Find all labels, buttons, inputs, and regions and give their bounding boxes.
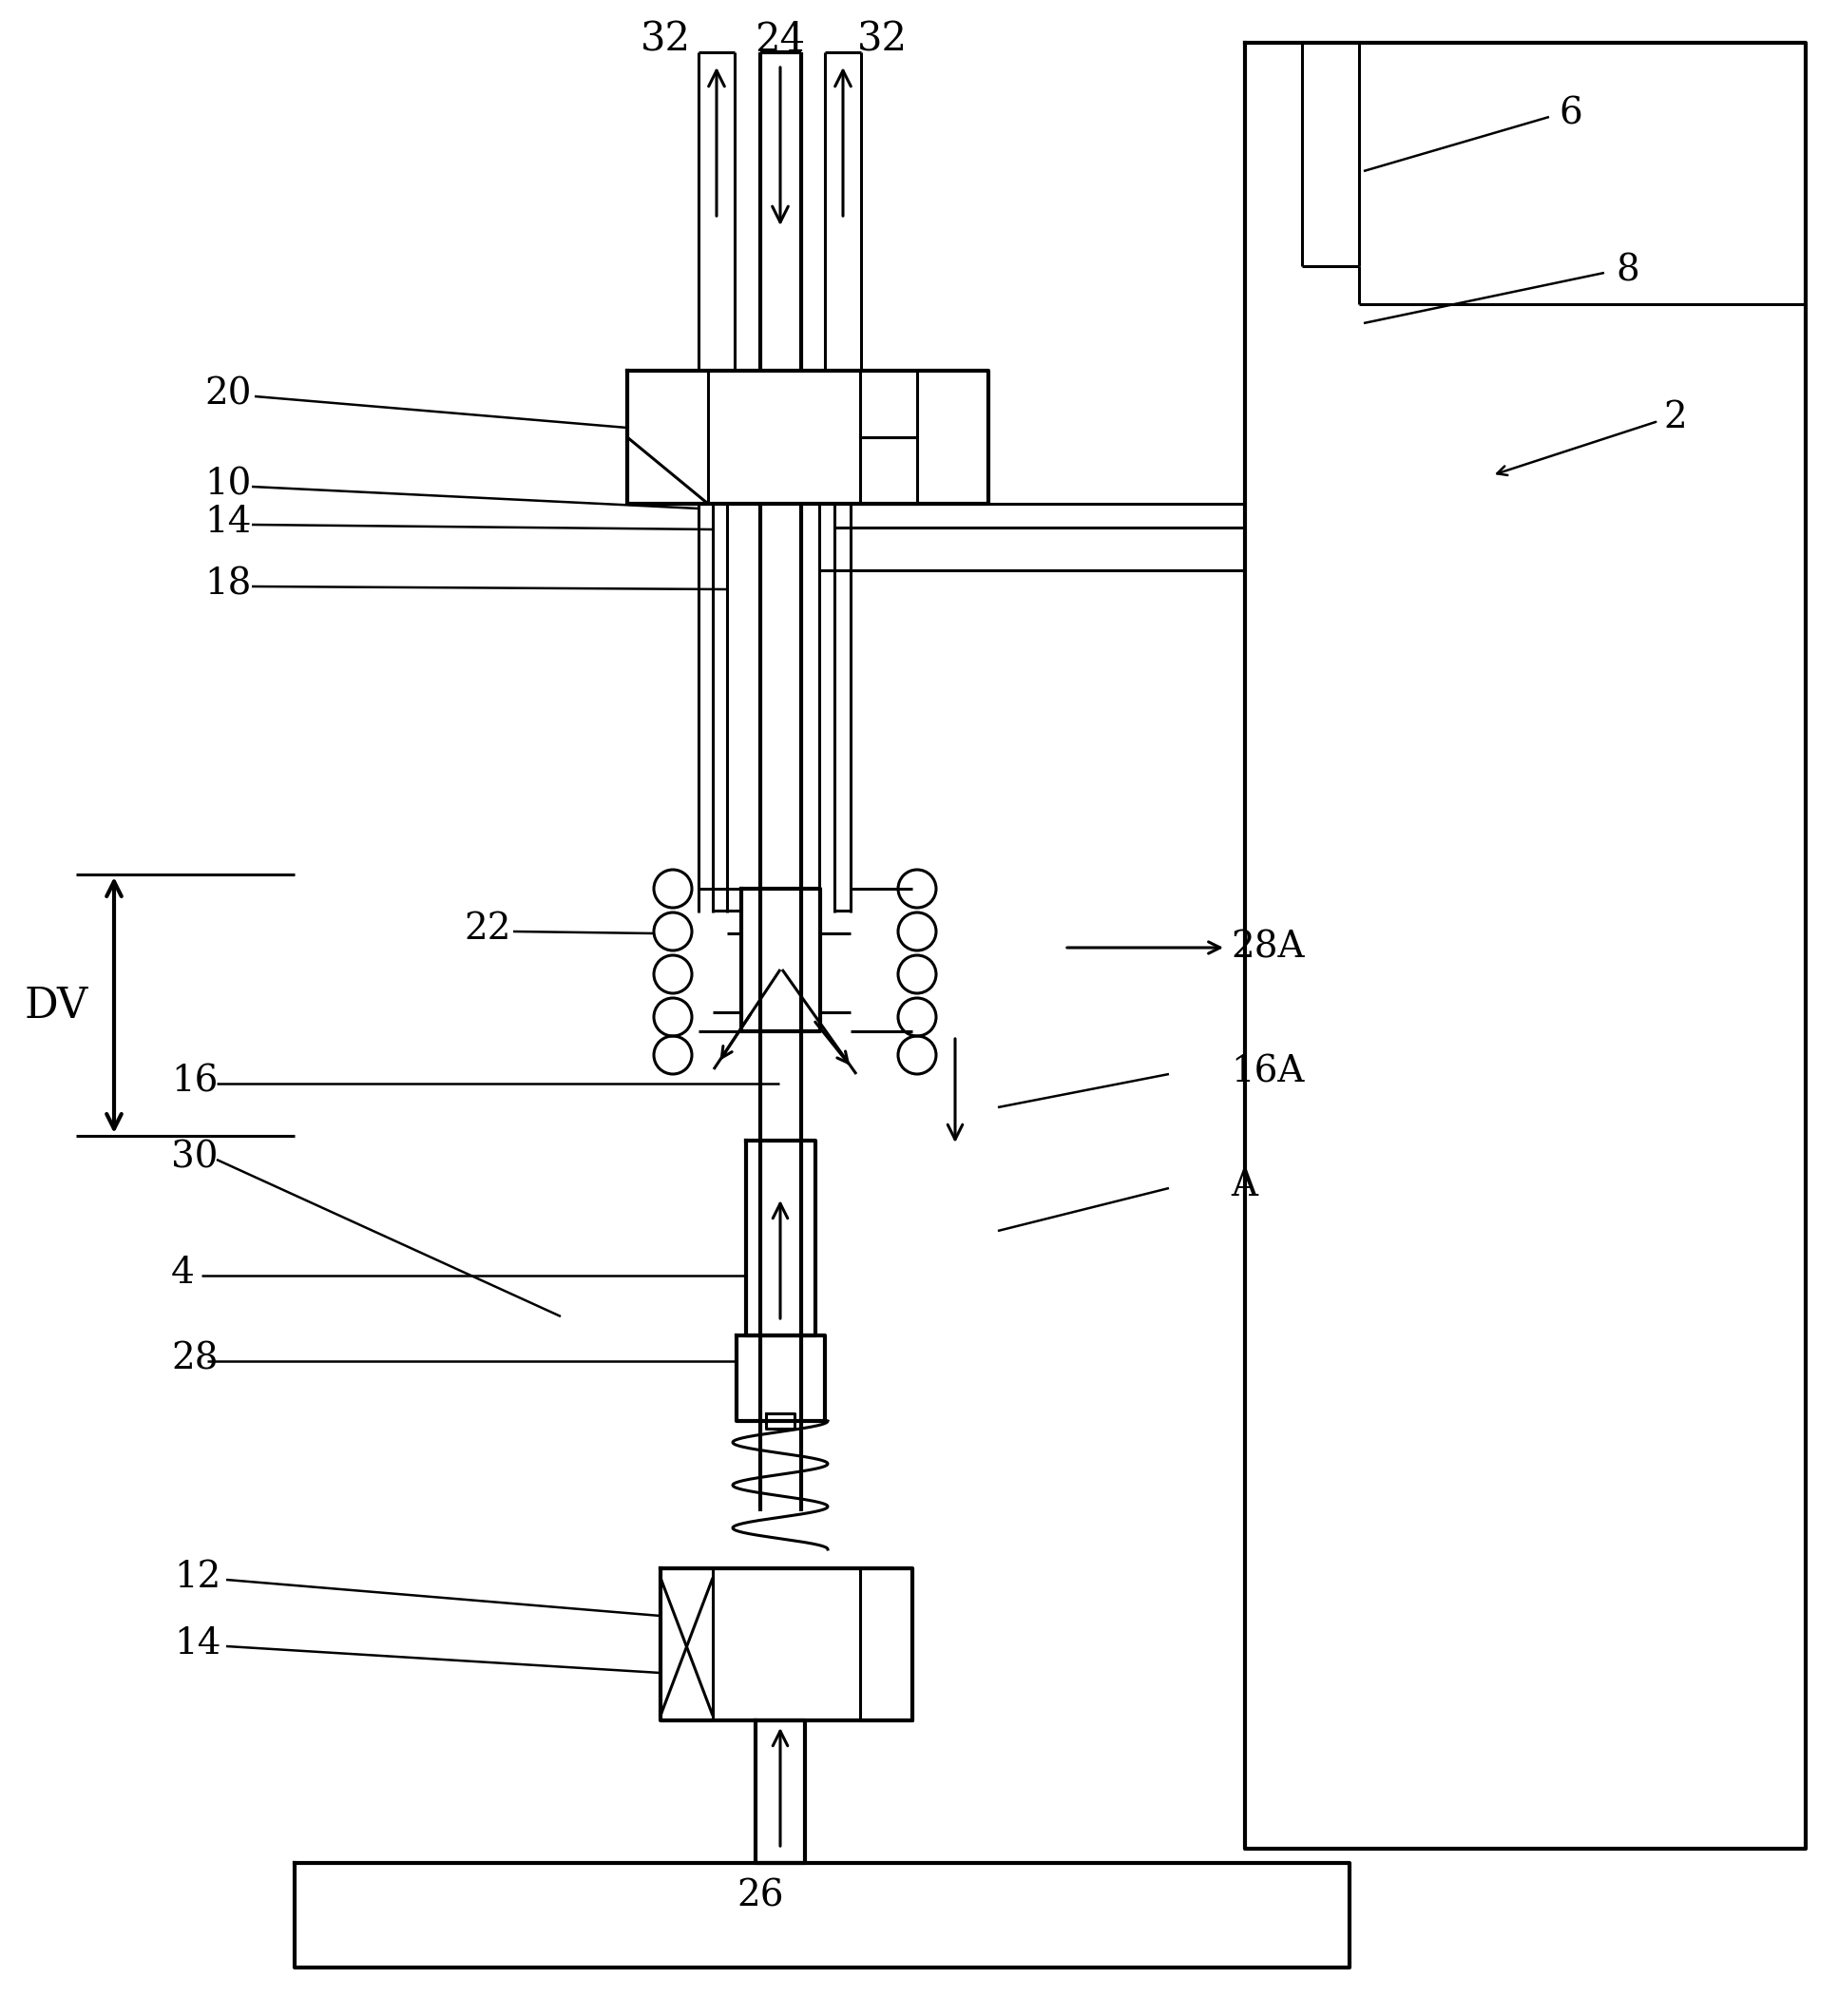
Text: 6: 6 <box>1559 97 1583 131</box>
Text: 12: 12 <box>175 1560 221 1595</box>
Text: 4: 4 <box>171 1256 195 1290</box>
Text: 26: 26 <box>737 1879 783 1913</box>
Text: 8: 8 <box>1616 254 1639 288</box>
Text: A: A <box>1231 1169 1257 1204</box>
Text: 22: 22 <box>463 911 511 948</box>
Text: 20: 20 <box>204 377 252 411</box>
Text: 18: 18 <box>204 566 252 603</box>
Text: 10: 10 <box>204 468 252 502</box>
Text: 2: 2 <box>1663 401 1687 435</box>
Text: 32: 32 <box>857 20 908 60</box>
Text: 24: 24 <box>755 20 805 60</box>
Text: 16: 16 <box>171 1064 219 1099</box>
Text: 32: 32 <box>640 20 691 60</box>
Text: 28A: 28A <box>1231 929 1305 966</box>
Text: 16A: 16A <box>1231 1054 1305 1091</box>
Text: 30: 30 <box>171 1141 219 1175</box>
Text: DV: DV <box>24 986 88 1026</box>
Text: 14: 14 <box>204 506 252 540</box>
Text: 14: 14 <box>175 1627 221 1661</box>
Text: 28: 28 <box>171 1341 219 1377</box>
